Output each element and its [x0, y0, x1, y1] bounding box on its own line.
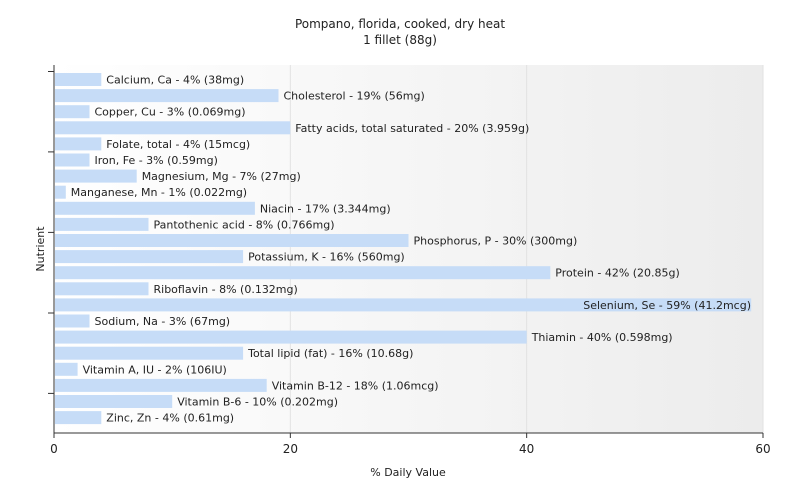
bar-labels: Calcium, Ca - 4% (38mg) Cholesterol - 19%…: [71, 74, 751, 425]
bar-label: Calcium, Ca - 4% (38mg): [106, 74, 244, 87]
bar-label: Vitamin B-6 - 10% (0.202mg): [177, 396, 338, 409]
bar: [55, 201, 255, 215]
bar-label: Riboflavin - 8% (0.132mg): [154, 283, 298, 296]
bar: [55, 346, 244, 360]
bar-label: Sodium, Na - 3% (67mg): [95, 315, 231, 328]
bar-label: Manganese, Mn - 1% (0.022mg): [71, 186, 247, 199]
bar-label: Total lipid (fat) - 16% (10.68g): [247, 347, 413, 360]
bar: [55, 411, 102, 425]
bar-label: Thiamin - 40% (0.598mg): [531, 331, 673, 344]
bar-label: Niacin - 17% (3.344mg): [260, 202, 391, 215]
bar-label: Magnesium, Mg - 7% (27mg): [142, 170, 301, 183]
bar: [55, 169, 137, 183]
bar: [55, 362, 78, 376]
bar: [55, 395, 173, 408]
plot-background: [54, 65, 763, 433]
chart-title: Pompano, florida, cooked, dry heat: [295, 17, 505, 31]
bar: [55, 298, 752, 312]
bar: [55, 314, 90, 328]
bar: [55, 89, 279, 103]
bar-label: Folate, total - 4% (15mcg): [106, 138, 250, 151]
bar: [55, 185, 66, 199]
bar: [55, 217, 149, 231]
bar-label: Vitamin A, IU - 2% (106IU): [83, 363, 227, 376]
bar: [55, 105, 90, 119]
bar-label: Vitamin B-12 - 18% (1.06mcg): [272, 379, 439, 392]
x-tick-label: 60: [755, 442, 770, 456]
bar-label: Iron, Fe - 3% (0.59mg): [95, 154, 218, 167]
bar: [55, 250, 244, 264]
bar: [55, 330, 527, 344]
bar: [55, 378, 267, 392]
grid-lines: [289, 65, 764, 433]
bar: [55, 73, 102, 86]
bar: [55, 282, 149, 296]
x-tick-label: 20: [283, 442, 298, 456]
bar-label: Phosphorus, P - 30% (300mg): [414, 235, 578, 248]
bar: [55, 234, 409, 247]
bar-label: Zinc, Zn - 4% (0.61mg): [106, 412, 234, 425]
x-axis-label: % Daily Value: [370, 466, 446, 479]
x-tick-label: 0: [50, 442, 58, 456]
x-tick-label: 40: [519, 442, 534, 456]
bar-label: Cholesterol - 19% (56mg): [284, 90, 425, 103]
bars: [55, 73, 752, 425]
chart-subtitle: 1 fillet (88g): [363, 33, 437, 47]
bar: [55, 137, 102, 151]
y-axis-ticks: [48, 71, 54, 394]
bar-label: Selenium, Se - 59% (41.2mcg): [583, 299, 751, 312]
bar-label: Protein - 42% (20.85g): [555, 267, 680, 280]
bar: [55, 153, 90, 167]
y-axis-label: Nutrient: [34, 226, 47, 272]
bar: [55, 121, 291, 135]
bar-label: Potassium, K - 16% (560mg): [248, 251, 405, 264]
x-axis-ticks: 0 20 40 60: [50, 433, 771, 456]
bar: [55, 266, 551, 280]
bar-label: Pantothenic acid - 8% (0.766mg): [154, 218, 335, 231]
bar-label: Copper, Cu - 3% (0.069mg): [95, 106, 246, 119]
bar-label: Fatty acids, total saturated - 20% (3.95…: [295, 122, 529, 135]
